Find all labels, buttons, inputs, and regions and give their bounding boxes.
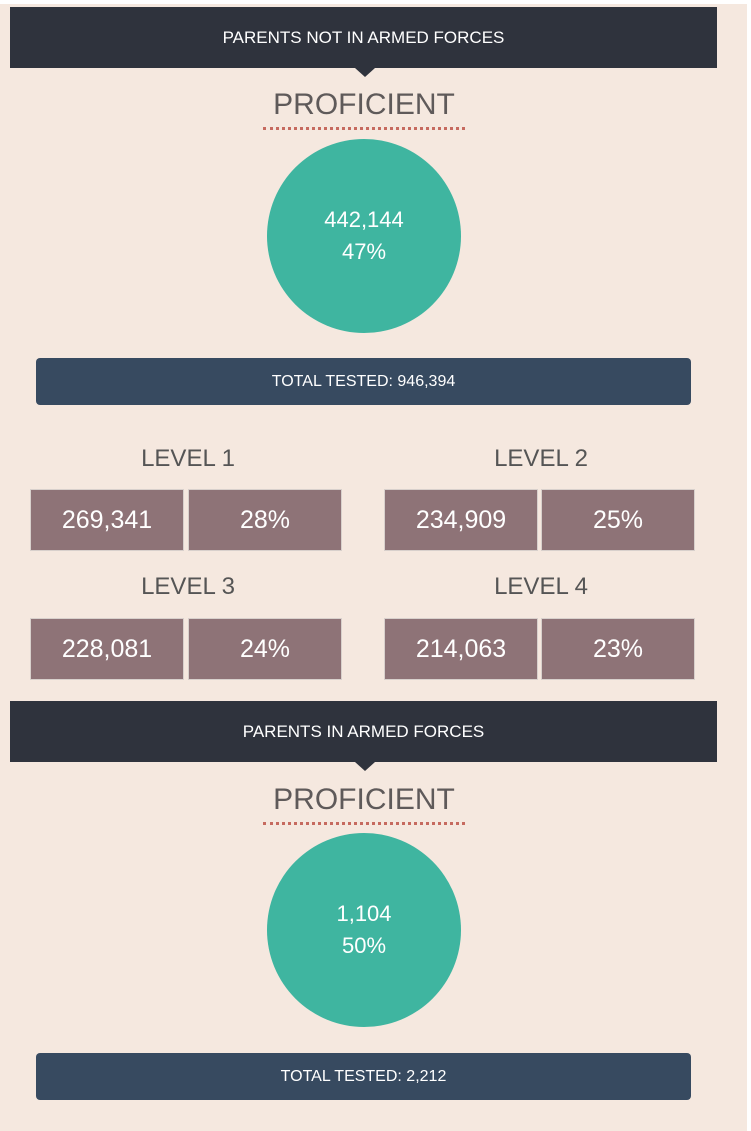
section-header: PARENTS IN ARMED FORCES bbox=[10, 701, 717, 762]
level-percent: 24% bbox=[188, 618, 342, 680]
level-count: 234,909 bbox=[384, 489, 538, 551]
proficient-percent: 50% bbox=[341, 933, 387, 958]
proficient-label: PROFICIENT bbox=[273, 783, 455, 816]
proficient-label: PROFICIENT bbox=[273, 88, 455, 121]
level-title: LEVEL 4 bbox=[494, 573, 588, 600]
proficient-circle: 1,104 50% bbox=[267, 833, 461, 1027]
header-pointer bbox=[355, 68, 375, 77]
level-percent: 23% bbox=[541, 618, 695, 680]
proficient-count: 442,144 bbox=[324, 207, 404, 232]
level-percent: 28% bbox=[188, 489, 342, 551]
infographic: PARENTS NOT IN ARMED FORCES PROFICIENT 4… bbox=[0, 4, 747, 1131]
level-count: 269,341 bbox=[30, 489, 184, 551]
label-underline bbox=[263, 127, 465, 130]
proficient-percent: 47% bbox=[341, 239, 387, 264]
level-count: 228,081 bbox=[30, 618, 184, 680]
section-header: PARENTS NOT IN ARMED FORCES bbox=[10, 7, 717, 68]
level-title: LEVEL 3 bbox=[141, 573, 235, 600]
proficient-count: 1,104 bbox=[336, 901, 392, 926]
total-tested-bar: TOTAL TESTED: 946,394 bbox=[36, 358, 691, 405]
header-pointer bbox=[355, 762, 375, 771]
level-title: LEVEL 2 bbox=[494, 445, 588, 472]
label-underline bbox=[263, 822, 465, 825]
proficient-circle: 442,144 47% bbox=[267, 139, 461, 333]
total-tested-bar: TOTAL TESTED: 2,212 bbox=[36, 1053, 691, 1100]
level-count: 214,063 bbox=[384, 618, 538, 680]
level-title: LEVEL 1 bbox=[141, 445, 235, 472]
level-percent: 25% bbox=[541, 489, 695, 551]
